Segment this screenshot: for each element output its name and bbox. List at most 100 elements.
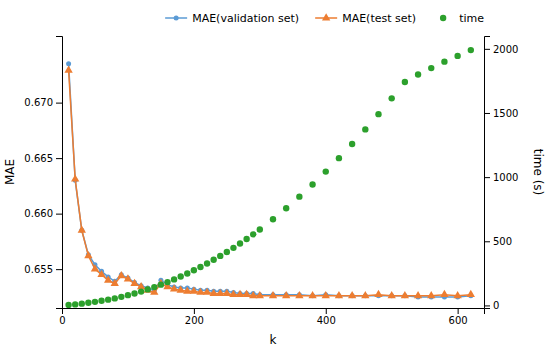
marker — [223, 289, 231, 296]
tick-mark — [194, 308, 195, 314]
point — [177, 273, 183, 279]
point — [138, 288, 144, 294]
point — [250, 231, 256, 237]
axis-line — [56, 37, 63, 309]
tick: 400 — [317, 308, 336, 326]
marker — [78, 225, 86, 232]
point — [98, 298, 104, 304]
point — [349, 141, 355, 147]
point — [388, 95, 394, 101]
point — [131, 290, 137, 296]
tick: 0.655 — [24, 264, 62, 275]
y2-axis: 0 500 1000 1500 2000 — [484, 37, 518, 312]
point — [171, 276, 177, 282]
point — [217, 253, 223, 259]
tick: 1000 — [484, 172, 518, 183]
tick-label: 1500 — [493, 108, 518, 119]
marker — [282, 291, 290, 298]
point — [65, 302, 71, 308]
tick-mark — [56, 269, 62, 270]
line — [69, 64, 471, 297]
marker — [183, 287, 191, 294]
point — [468, 47, 474, 53]
point — [230, 245, 236, 251]
tick-mark — [56, 158, 62, 159]
tick: 500 — [484, 236, 512, 247]
point — [402, 79, 408, 85]
tick-mark — [326, 308, 327, 314]
tick-label: 2000 — [493, 44, 518, 55]
y-axis-title: MAE — [3, 159, 17, 185]
tick-label: 0.660 — [24, 208, 53, 219]
marker — [117, 271, 125, 278]
point — [415, 71, 421, 77]
marker — [170, 284, 178, 291]
tick: 2000 — [484, 44, 518, 55]
point — [323, 168, 329, 174]
tick-label: 0.670 — [24, 97, 53, 108]
x-axis: 0 200 400 600 — [59, 308, 484, 326]
marker — [242, 290, 250, 297]
tick-mark — [484, 177, 490, 178]
tick-mark — [56, 214, 62, 215]
point — [204, 260, 210, 266]
marker — [440, 290, 448, 297]
marker — [388, 291, 396, 298]
legend-item: time — [440, 12, 484, 25]
tick: 0.660 — [24, 208, 62, 219]
point — [243, 236, 249, 242]
legend: MAE(validation set) MAE(test set) time — [165, 12, 484, 25]
point — [257, 226, 263, 232]
tick-label: 500 — [493, 236, 512, 247]
tick-mark — [484, 49, 490, 50]
point — [375, 111, 381, 117]
point — [72, 301, 78, 307]
marker — [209, 289, 217, 296]
point — [191, 267, 197, 273]
marker — [467, 290, 475, 297]
marker — [361, 291, 369, 298]
point — [197, 264, 203, 270]
tick: 200 — [185, 308, 204, 326]
marker — [256, 291, 264, 298]
tick: 0 — [59, 308, 65, 326]
marker — [308, 291, 316, 298]
marker — [196, 288, 204, 295]
tick-mark — [484, 305, 490, 306]
series-1 — [64, 66, 475, 299]
point — [112, 295, 118, 301]
legend-label: MAE(test set) — [342, 12, 416, 25]
point — [210, 257, 216, 263]
legend-item: MAE(test set) — [315, 12, 416, 25]
point — [309, 181, 315, 187]
legend-label: MAE(validation set) — [192, 12, 299, 25]
point — [428, 65, 434, 71]
tick-label: 400 — [317, 315, 336, 326]
point — [158, 281, 164, 287]
marker — [229, 290, 237, 297]
series-2 — [65, 47, 474, 308]
point — [336, 155, 342, 161]
y-axis: 0.6550.6600.6650.670 — [24, 37, 62, 309]
axis-line — [485, 37, 491, 309]
marker — [295, 291, 303, 298]
tick-label: 0 — [59, 315, 65, 326]
legend-symbol — [322, 13, 330, 20]
marker — [111, 279, 119, 286]
tick-mark — [484, 113, 490, 114]
point — [454, 53, 460, 59]
tick: 0 — [484, 300, 499, 311]
tick-label: 1000 — [493, 172, 518, 183]
point — [270, 216, 276, 222]
marker — [269, 291, 277, 298]
tick-mark — [458, 308, 459, 314]
marker — [64, 66, 72, 73]
marker — [190, 287, 198, 294]
marker — [66, 61, 71, 66]
legend-symbol — [174, 16, 179, 21]
tick: 600 — [449, 308, 468, 326]
marker — [427, 291, 435, 298]
marker — [84, 251, 92, 258]
plot-area: 02004006000.6550.6600.6650.6700500100015… — [3, 37, 545, 348]
tick-label: 0 — [493, 300, 499, 311]
